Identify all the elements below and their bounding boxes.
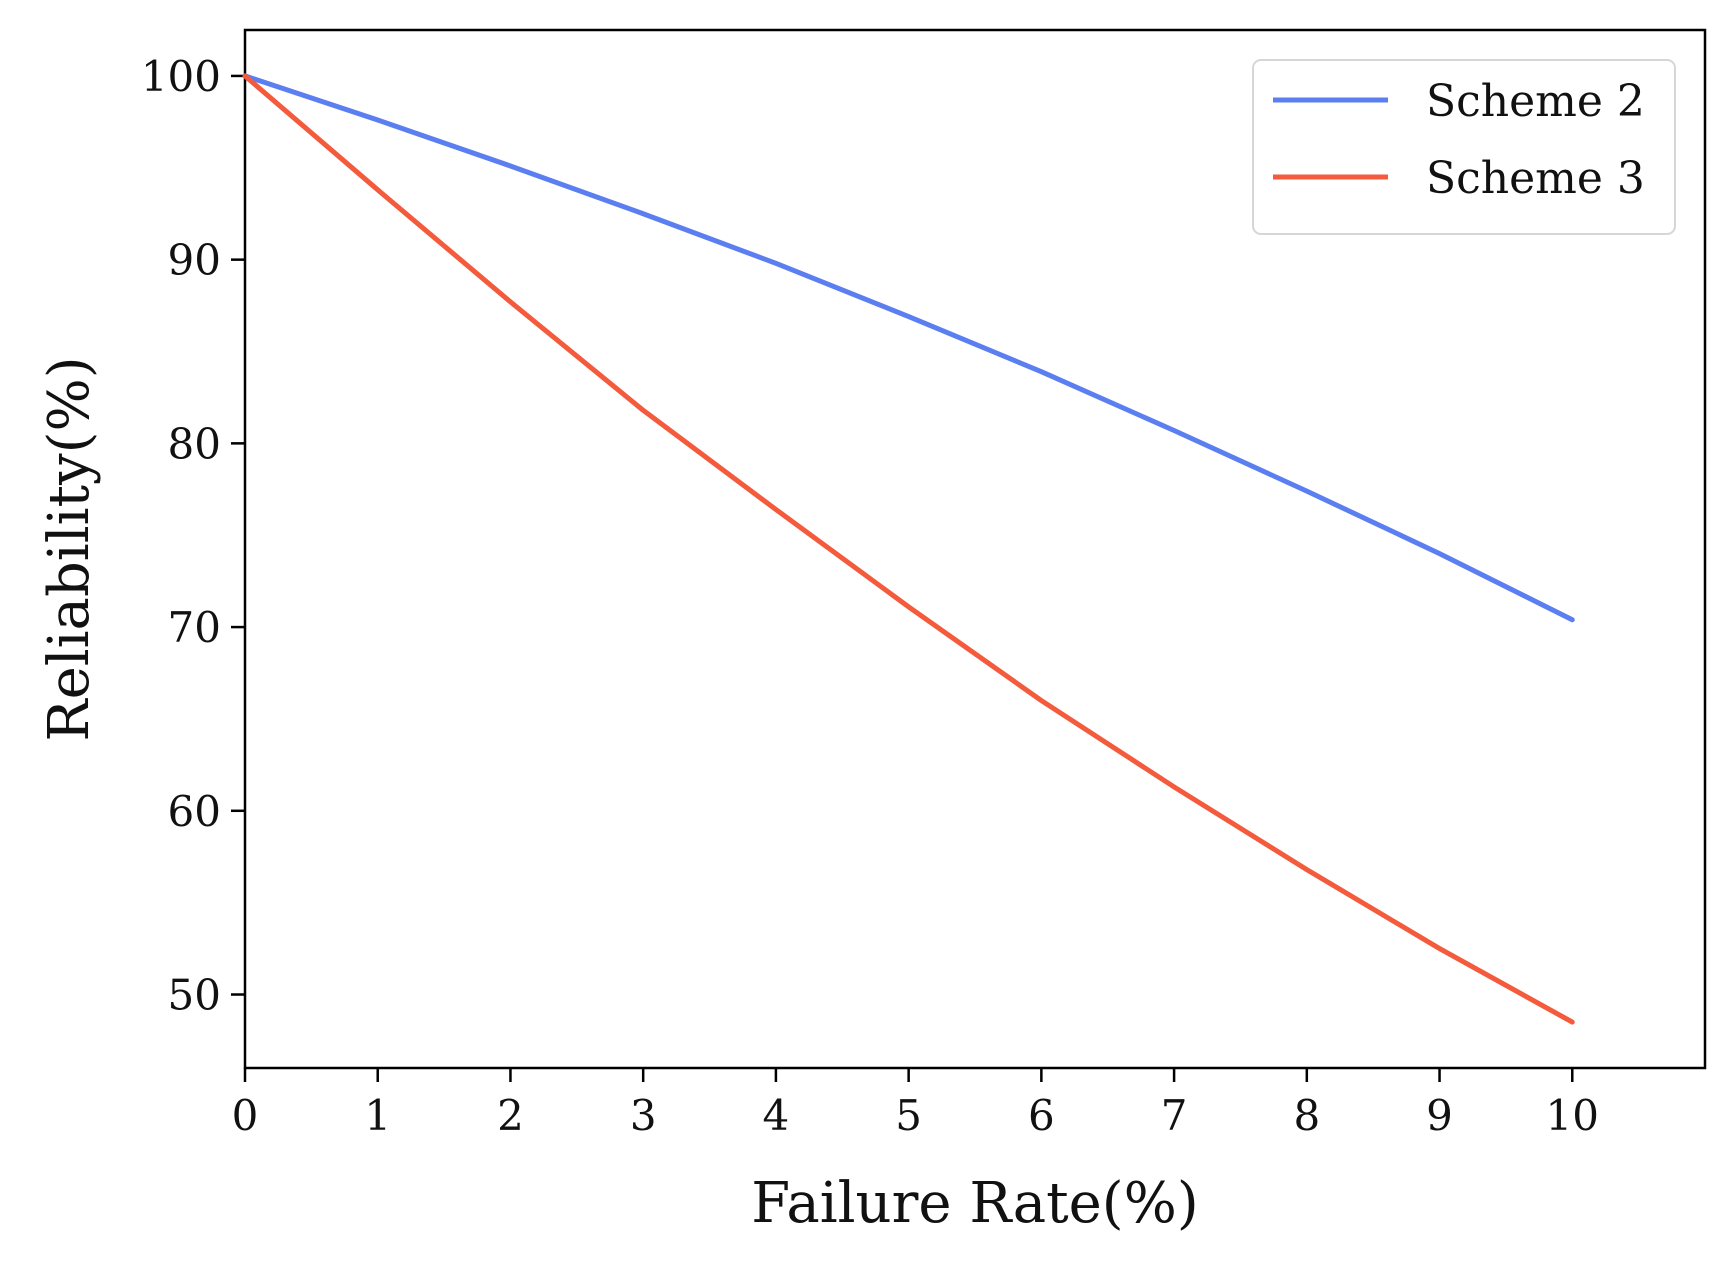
x-axis-label: Failure Rate(%) [751, 1171, 1198, 1236]
x-tick-label-9: 9 [1426, 1091, 1453, 1140]
plot-frame [243, 28, 1707, 1070]
series-lines [242, 73, 1575, 1025]
x-tick-label-1: 1 [364, 1091, 391, 1140]
x-tick-label-8: 8 [1293, 1091, 1320, 1140]
x-tick-label-0: 0 [232, 1091, 259, 1140]
series-line-scheme-2 [242, 73, 1575, 623]
y-tick-label-60: 60 [168, 787, 221, 836]
x-tick-label-4: 4 [763, 1091, 790, 1140]
series-line-scheme-3 [242, 73, 1575, 1025]
x-tick-label-3: 3 [630, 1091, 657, 1140]
legend-label-scheme-3: Scheme 3 [1426, 153, 1645, 204]
y-tick-label-50: 50 [168, 971, 221, 1020]
x-tick-label-5: 5 [895, 1091, 922, 1140]
y-tick-label-70: 70 [168, 603, 221, 652]
x-tick-label-2: 2 [497, 1091, 524, 1140]
y-tick-label-80: 80 [168, 419, 221, 468]
legend-label-scheme-2: Scheme 2 [1426, 76, 1645, 127]
y-axis-ticks: 50 60 70 80 90 100 [141, 52, 245, 1020]
y-tick-label-90: 90 [168, 236, 221, 285]
x-tick-label-7: 7 [1161, 1091, 1188, 1140]
x-tick-label-6: 6 [1028, 1091, 1055, 1140]
legend-frame [1252, 59, 1676, 235]
legend: Scheme 2 Scheme 3 [1252, 59, 1676, 235]
x-axis-ticks: 0 1 2 3 4 5 6 7 8 9 10 [232, 1068, 1599, 1140]
x-tick-label-10: 10 [1546, 1091, 1599, 1140]
y-axis-label: Reliability(%) [37, 356, 102, 741]
y-tick-label-100: 100 [141, 52, 221, 101]
